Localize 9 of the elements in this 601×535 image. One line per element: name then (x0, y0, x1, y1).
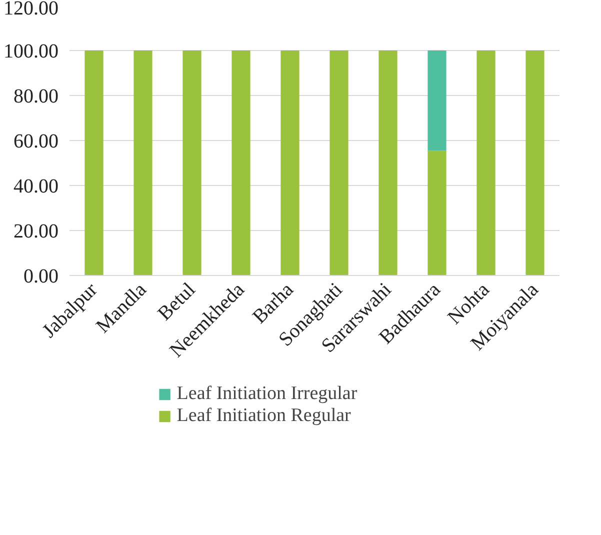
y-tick-label: 80.00 (14, 86, 58, 108)
y-tick-label: 40.00 (14, 176, 58, 198)
legend-label: Leaf Initiation Irregular (176, 383, 358, 405)
y-tick-label: 120.00 (4, 0, 58, 20)
y-tick-label: 0.00 (24, 266, 58, 288)
y-tick-label: 60.00 (14, 130, 58, 152)
legend-label: Leaf Initiation Regular (176, 405, 351, 427)
y-tick-label: 100.00 (4, 40, 58, 62)
y-tick-label: 20.00 (14, 220, 58, 242)
